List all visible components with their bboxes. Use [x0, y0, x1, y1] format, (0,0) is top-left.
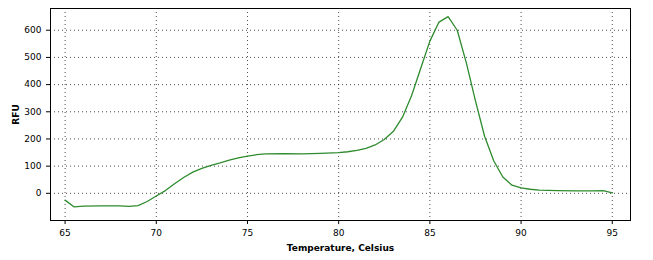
svg-text:80: 80: [333, 228, 345, 238]
svg-text:75: 75: [242, 228, 253, 238]
svg-text:100: 100: [24, 161, 41, 171]
svg-text:300: 300: [24, 107, 41, 117]
svg-text:RFU: RFU: [11, 104, 21, 124]
svg-text:Temperature, Celsius: Temperature, Celsius: [287, 243, 394, 253]
svg-text:95: 95: [607, 228, 618, 238]
svg-text:400: 400: [24, 79, 41, 89]
svg-text:0: 0: [36, 188, 42, 198]
svg-text:65: 65: [59, 228, 70, 238]
svg-text:200: 200: [24, 134, 41, 144]
svg-text:90: 90: [515, 228, 527, 238]
svg-text:500: 500: [24, 52, 41, 62]
svg-text:70: 70: [151, 228, 163, 238]
svg-text:600: 600: [24, 25, 41, 35]
svg-text:85: 85: [424, 228, 435, 238]
